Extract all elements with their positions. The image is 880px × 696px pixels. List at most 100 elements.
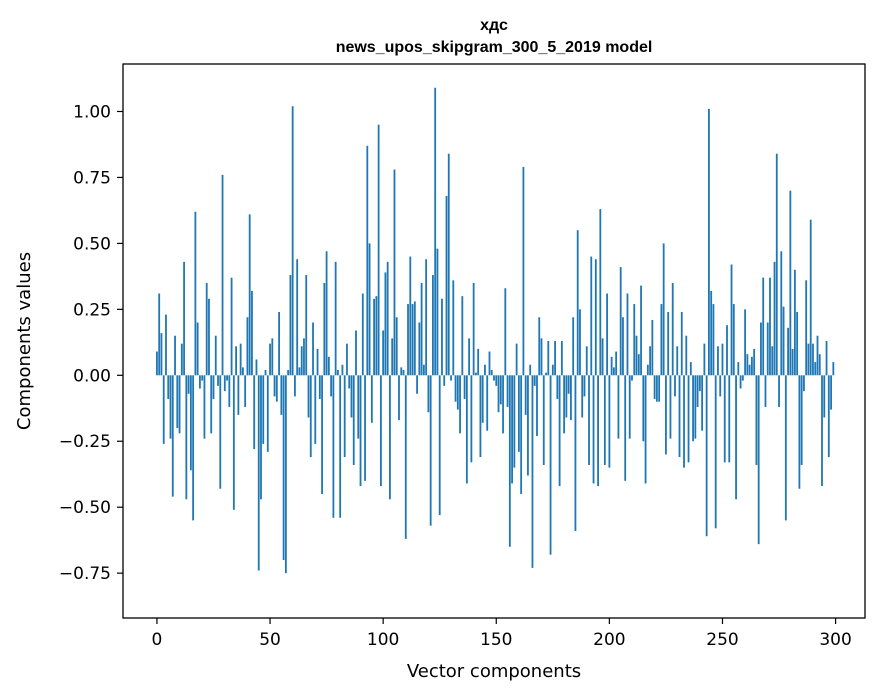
bar — [418, 322, 421, 376]
bar — [441, 298, 443, 376]
bar — [495, 375, 498, 386]
bar — [554, 341, 556, 376]
bar — [303, 338, 305, 376]
bar — [398, 375, 400, 421]
y-tick-label: 0.75 — [73, 168, 111, 188]
bar — [327, 356, 330, 376]
bar — [531, 375, 534, 568]
bar — [436, 248, 439, 376]
bar — [646, 364, 649, 376]
bar — [809, 219, 812, 376]
bar — [255, 359, 258, 376]
bar — [653, 375, 656, 400]
bar — [685, 335, 688, 376]
bar — [470, 375, 473, 463]
x-tick-label: 50 — [259, 630, 281, 650]
bar — [642, 375, 645, 442]
x-tick-label: 150 — [480, 630, 512, 650]
bar — [710, 290, 713, 376]
bar — [800, 375, 803, 465]
bar — [671, 282, 674, 376]
bar — [294, 375, 296, 397]
bar — [490, 370, 493, 376]
bar — [787, 327, 789, 376]
bar — [612, 367, 615, 376]
bar — [246, 317, 249, 376]
chart-title: хдс — [480, 17, 508, 34]
bar — [280, 375, 283, 415]
bar — [793, 269, 796, 376]
bar — [712, 304, 715, 376]
bar — [389, 375, 391, 500]
bar — [475, 372, 477, 376]
y-tick-label: 0.50 — [73, 234, 111, 254]
bar — [678, 375, 681, 458]
bar — [572, 317, 575, 376]
bar — [273, 375, 276, 397]
bar — [463, 375, 466, 400]
bar — [812, 343, 814, 376]
bar — [488, 351, 491, 376]
bar — [766, 322, 769, 376]
bar — [312, 322, 314, 376]
bar — [357, 375, 360, 439]
bar — [409, 256, 412, 376]
bar — [615, 351, 618, 376]
bar — [651, 319, 654, 376]
bar — [341, 364, 344, 376]
bar — [597, 375, 599, 487]
bar — [832, 362, 835, 376]
bar — [703, 343, 706, 376]
bar — [755, 375, 758, 465]
bar — [579, 309, 581, 376]
bar — [325, 251, 328, 376]
bar — [486, 375, 489, 431]
bar — [493, 375, 495, 381]
bar — [723, 375, 726, 463]
bar — [382, 330, 385, 376]
bar — [560, 341, 563, 376]
bar — [576, 230, 579, 376]
bar — [201, 375, 204, 381]
bar — [425, 259, 428, 376]
bar — [635, 335, 638, 376]
y-tick-label: −0.50 — [59, 498, 111, 518]
bar — [420, 282, 423, 376]
bar — [524, 375, 527, 415]
bar — [169, 375, 172, 439]
bar — [536, 375, 538, 436]
bar — [542, 375, 545, 465]
y-axis-label: Components values — [14, 252, 35, 430]
bar — [199, 375, 201, 389]
bar — [346, 343, 348, 376]
bar — [393, 169, 396, 376]
bar — [637, 354, 640, 376]
bar — [208, 298, 210, 376]
bar — [413, 301, 416, 376]
bar — [339, 375, 342, 518]
bar — [803, 375, 805, 392]
bar — [719, 375, 722, 397]
bar — [253, 375, 256, 450]
bar — [461, 296, 464, 376]
bar — [784, 375, 787, 521]
bar — [323, 282, 326, 376]
bar — [540, 338, 543, 376]
bar — [176, 375, 179, 429]
bar — [658, 375, 661, 402]
bar — [769, 277, 771, 376]
bar — [484, 364, 486, 376]
bar — [223, 375, 226, 392]
bar — [538, 317, 541, 376]
bar — [400, 367, 403, 376]
bar — [352, 375, 355, 465]
bar — [696, 375, 699, 407]
bar — [235, 346, 238, 376]
bar — [655, 375, 658, 402]
bar — [282, 375, 285, 560]
bar — [741, 375, 744, 381]
bar — [674, 375, 676, 397]
bar — [753, 348, 756, 376]
